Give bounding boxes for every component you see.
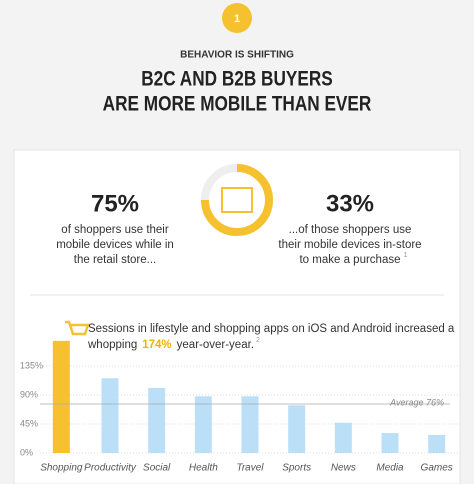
bar — [241, 396, 259, 453]
card — [13, 149, 461, 484]
headline: B2C AND B2B BUYERS — [141, 68, 333, 91]
bar — [194, 396, 212, 453]
store-icon — [221, 187, 253, 213]
stat-text: their mobile devices in-store — [278, 239, 421, 251]
x-tick-label: Health — [189, 463, 218, 474]
subtitle: year-over-year. — [177, 339, 254, 351]
y-tick-label: 90% — [20, 389, 38, 399]
x-tick-label: Media — [376, 463, 404, 474]
stat-text: to make a purchase — [299, 254, 400, 266]
stat-value: 33% — [326, 190, 374, 217]
badge: 1 — [234, 13, 240, 25]
x-tick-label: Games — [421, 463, 453, 474]
stat-text: mobile devices while in — [56, 239, 174, 251]
x-tick-label: Travel — [236, 463, 264, 474]
headline: ARE MORE MOBILE THAN EVER — [103, 93, 372, 116]
x-tick-label: Productivity — [84, 463, 137, 474]
y-tick-label: 0% — [20, 447, 33, 457]
bar — [428, 434, 446, 453]
stat-text: of shoppers use their — [61, 224, 169, 236]
subtitle-highlight: 174% — [142, 339, 171, 351]
y-tick-label: 45% — [20, 418, 38, 428]
cart-icon — [65, 320, 90, 336]
x-tick-label: Shopping — [40, 463, 83, 474]
subtitle: whopping — [87, 339, 137, 351]
footnote: 2 — [256, 337, 260, 344]
subtitle: Sessions in lifestyle and shopping apps … — [88, 323, 455, 335]
donut-arc — [201, 164, 273, 236]
average-label: Average 76% — [389, 397, 444, 407]
bar — [52, 340, 70, 453]
x-tick-label: News — [331, 463, 356, 474]
x-tick-label: Sports — [282, 463, 311, 474]
bar — [381, 433, 399, 453]
kicker: BEHAVIOR IS SHIFTING — [180, 50, 294, 61]
stat-value: 75% — [91, 190, 139, 217]
stat-text: the retail store... — [74, 254, 156, 266]
bar — [148, 387, 166, 453]
bar — [101, 378, 119, 453]
stat-text: ...of those shoppers use — [289, 224, 412, 236]
bar — [288, 405, 306, 453]
footnote: 1 — [404, 252, 408, 259]
badge-circle — [222, 3, 252, 33]
bar — [334, 422, 352, 453]
x-tick-label: Social — [143, 463, 171, 474]
y-tick-label: 135% — [20, 360, 43, 370]
